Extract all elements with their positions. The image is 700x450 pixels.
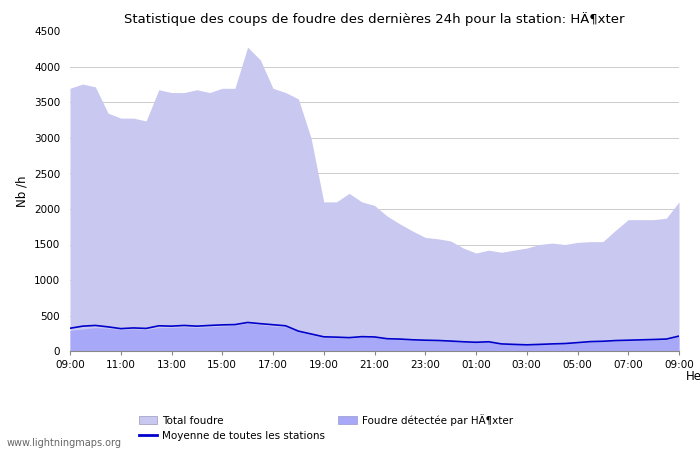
Legend: Total foudre, Moyenne de toutes les stations, Foudre détectée par HÄ¶xter: Total foudre, Moyenne de toutes les stat… (139, 414, 513, 441)
X-axis label: Heure: Heure (685, 370, 700, 383)
Y-axis label: Nb /h: Nb /h (15, 176, 29, 207)
Text: www.lightningmaps.org: www.lightningmaps.org (7, 438, 122, 448)
Title: Statistique des coups de foudre des dernières 24h pour la station: HÄ¶xter: Statistique des coups de foudre des dern… (125, 12, 624, 26)
